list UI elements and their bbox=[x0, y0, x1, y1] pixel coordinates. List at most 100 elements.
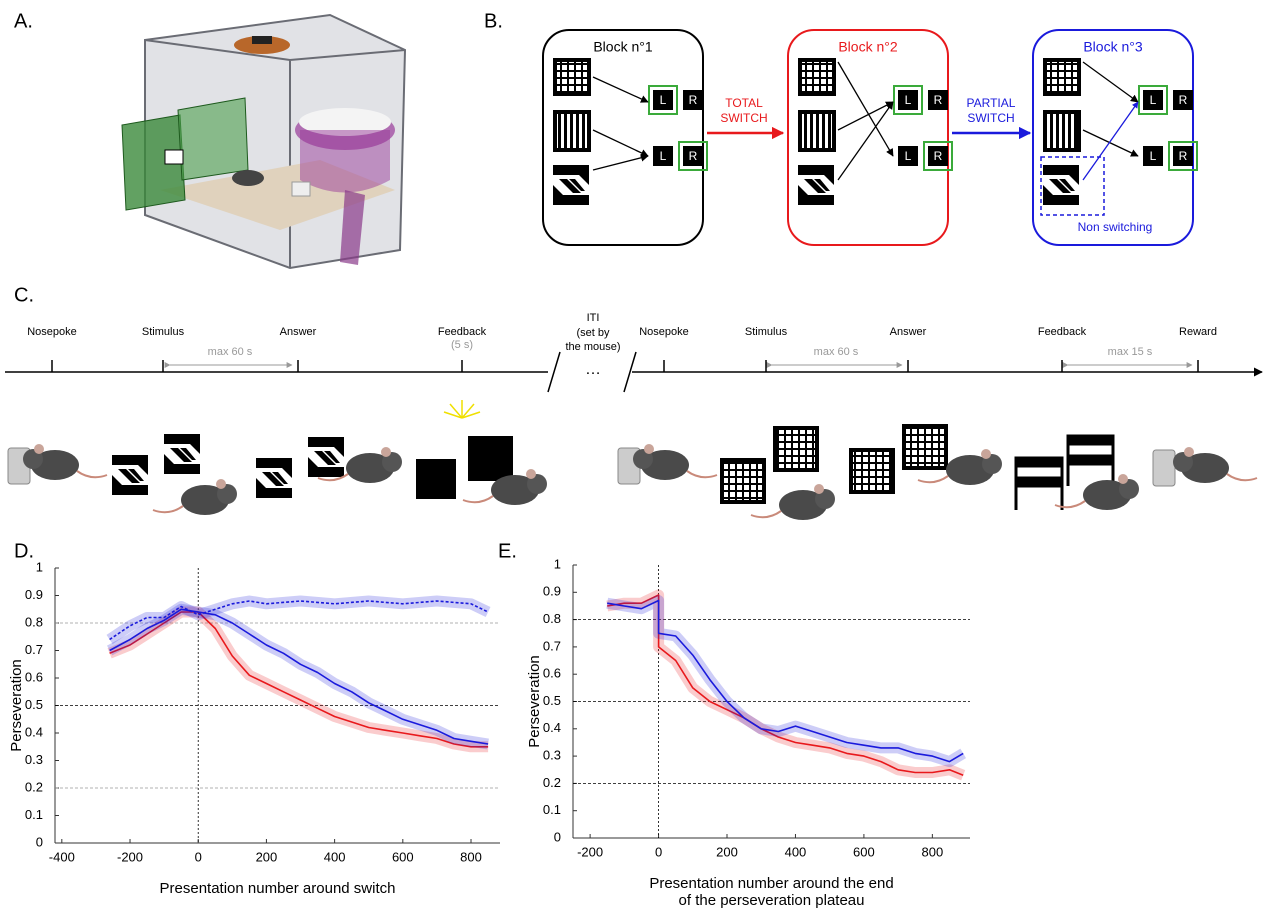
key-label: R bbox=[1179, 149, 1188, 163]
note: Non switching bbox=[1078, 220, 1153, 234]
y-tick-label: 0 bbox=[554, 829, 561, 844]
mouse bbox=[982, 454, 1002, 474]
data-line bbox=[109, 600, 489, 641]
stimulus bbox=[553, 165, 589, 205]
y-tick-label: 0.7 bbox=[543, 638, 561, 653]
mouse bbox=[217, 484, 237, 504]
x-tick-label: 200 bbox=[716, 844, 738, 859]
mouse bbox=[814, 484, 824, 494]
key-label: L bbox=[660, 93, 667, 107]
mouse bbox=[1083, 480, 1131, 510]
iti-label: (set by bbox=[576, 327, 610, 339]
y-tick-label: 0 bbox=[36, 834, 43, 849]
x-tick-label: 400 bbox=[785, 844, 807, 859]
y-tick-label: 0.8 bbox=[543, 611, 561, 626]
arrow bbox=[592, 153, 649, 171]
event-label: Stimulus bbox=[142, 326, 185, 338]
key bbox=[683, 90, 703, 110]
y-tick-label: 1 bbox=[36, 559, 43, 574]
x-tick-label: 600 bbox=[392, 849, 414, 864]
data-line bbox=[109, 608, 489, 745]
mouse bbox=[23, 449, 43, 469]
arrow bbox=[1082, 101, 1139, 181]
x-tick-label: -400 bbox=[49, 849, 75, 864]
event-label: Answer bbox=[280, 326, 317, 338]
key-label: R bbox=[689, 149, 698, 163]
mouse bbox=[181, 485, 229, 515]
y-tick-label: 0.6 bbox=[25, 669, 43, 684]
apparatus bbox=[121, 13, 407, 270]
mouse bbox=[981, 449, 991, 459]
x-tick-label: -200 bbox=[577, 844, 603, 859]
correct-box bbox=[678, 141, 708, 171]
switch-label: SWITCH bbox=[720, 111, 767, 125]
mouse bbox=[917, 475, 949, 484]
key bbox=[898, 90, 918, 110]
key bbox=[928, 146, 948, 166]
mouse bbox=[31, 450, 79, 480]
mouse bbox=[686, 470, 718, 479]
key-label: R bbox=[1179, 93, 1188, 107]
key bbox=[1173, 90, 1193, 110]
correct-box bbox=[1138, 85, 1168, 115]
key-label: L bbox=[905, 149, 912, 163]
x-tick-label: -200 bbox=[117, 849, 143, 864]
mouse bbox=[1119, 479, 1139, 499]
interval-label: max 15 s bbox=[1108, 346, 1153, 358]
arrow bbox=[592, 76, 649, 103]
x-axis-label: Presentation number around the end bbox=[649, 875, 893, 892]
mouse bbox=[526, 469, 536, 479]
panel-label: B. bbox=[484, 10, 503, 32]
arrow bbox=[592, 129, 649, 157]
mouse bbox=[152, 505, 184, 514]
interval-label: max 60 s bbox=[208, 346, 253, 358]
mouse bbox=[216, 479, 226, 489]
mouse bbox=[779, 490, 827, 520]
key-label: R bbox=[934, 149, 943, 163]
y-tick-label: 0.5 bbox=[25, 697, 43, 712]
y-tick-label: 1 bbox=[554, 556, 561, 571]
block-title: Block n°1 bbox=[593, 39, 653, 55]
y-tick-label: 0.1 bbox=[25, 807, 43, 822]
x-tick-label: 200 bbox=[256, 849, 278, 864]
mouse bbox=[346, 453, 394, 483]
x-tick-label: 800 bbox=[922, 844, 944, 859]
panel-label: D. bbox=[14, 540, 34, 562]
x-tick-label: 400 bbox=[324, 849, 346, 864]
stimulus bbox=[1043, 165, 1079, 205]
stimulus bbox=[798, 165, 834, 205]
block bbox=[1032, 29, 1194, 246]
event-label: Answer bbox=[890, 326, 927, 338]
event-label: Reward bbox=[1179, 326, 1217, 338]
x-tick-label: 600 bbox=[853, 844, 875, 859]
panel-label: A. bbox=[14, 10, 33, 32]
event-label: Nosepoke bbox=[27, 326, 77, 338]
key-label: R bbox=[934, 93, 943, 107]
mouse bbox=[34, 444, 44, 454]
y-tick-label: 0.5 bbox=[543, 693, 561, 708]
stimulus bbox=[1043, 110, 1081, 152]
event-label: Feedback bbox=[1038, 326, 1087, 338]
key bbox=[928, 90, 948, 110]
key bbox=[1143, 90, 1163, 110]
mouse bbox=[462, 495, 494, 504]
mouse bbox=[317, 473, 349, 482]
correct-box bbox=[893, 85, 923, 115]
x-tick-label: 0 bbox=[655, 844, 662, 859]
event-label: Feedback bbox=[438, 326, 487, 338]
mouse bbox=[641, 450, 689, 480]
y-tick-label: 0.2 bbox=[25, 779, 43, 794]
correct-box bbox=[923, 141, 953, 171]
x-tick-label: 800 bbox=[460, 849, 482, 864]
correct-box bbox=[1168, 141, 1198, 171]
mouse bbox=[815, 489, 835, 509]
stimulus bbox=[798, 58, 836, 96]
stimuli bbox=[7, 424, 1176, 510]
y-tick-label: 0.1 bbox=[543, 802, 561, 817]
y-tick-label: 0.4 bbox=[543, 720, 561, 735]
event-label: Nosepoke bbox=[639, 326, 689, 338]
key bbox=[1173, 146, 1193, 166]
key bbox=[683, 146, 703, 166]
block bbox=[787, 29, 949, 246]
